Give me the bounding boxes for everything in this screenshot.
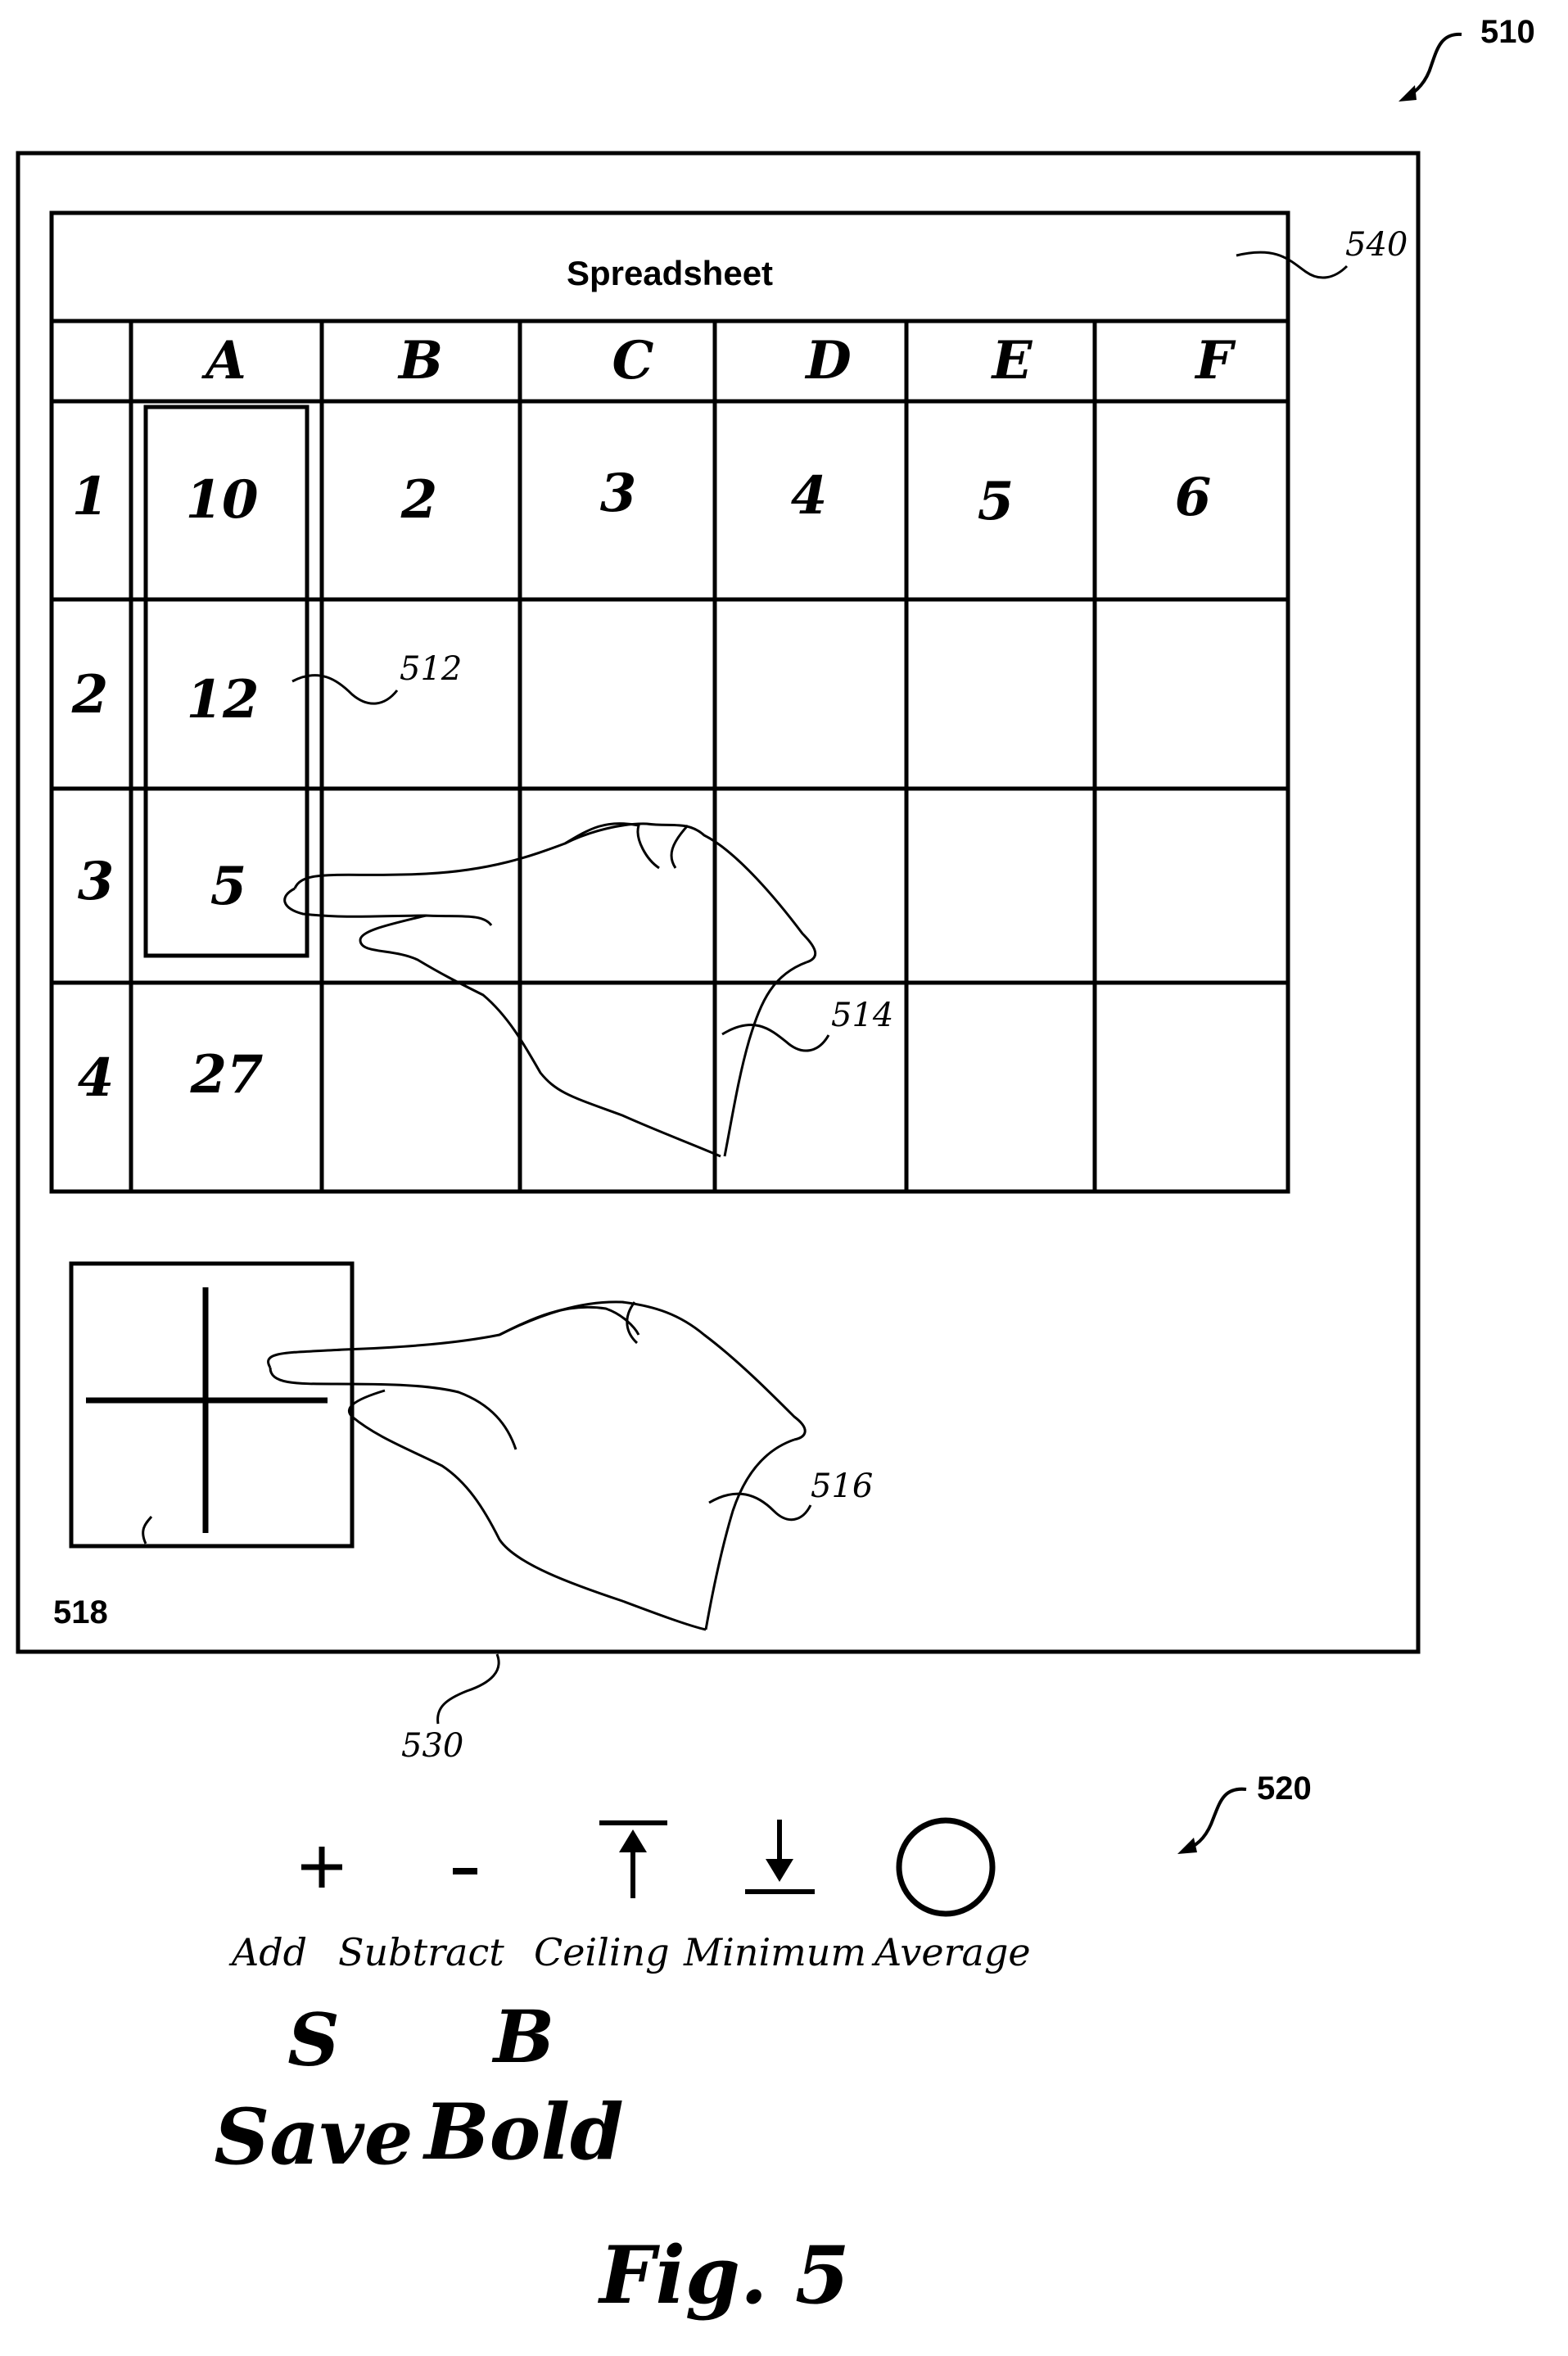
ref-514-leader (722, 1025, 829, 1051)
ref-514-label: 514 (831, 997, 893, 1034)
gesture-label: Minimum (683, 1930, 866, 1974)
cell-e1: 5 (978, 471, 1014, 532)
cell-c1: 3 (600, 463, 637, 524)
hand-gesture-drawing (269, 1302, 806, 1630)
ref-518-label: 518 (53, 1594, 108, 1630)
row-label: 3 (78, 851, 115, 912)
plus-icon (301, 1847, 342, 1888)
row-label: 1 (72, 466, 109, 527)
row-label: 2 (71, 664, 109, 726)
ref-518-leader (143, 1517, 151, 1544)
column-header: A (201, 330, 246, 391)
column-header: E (991, 330, 1033, 391)
gesture-label: Average (871, 1930, 1031, 1974)
column-header: D (804, 330, 852, 391)
save-gesture-glyph: S (287, 1997, 340, 2082)
cell-b1: 2 (400, 469, 438, 531)
gesture-label: Ceiling (534, 1930, 670, 1974)
cell-d1: 4 (791, 465, 828, 527)
gesture-label: Add (228, 1930, 307, 1974)
column-header: C (612, 330, 654, 391)
gesture-pad[interactable] (71, 1264, 352, 1546)
ref-530-leader (438, 1654, 499, 1724)
minimum-icon (745, 1820, 815, 1892)
figure-caption: Fig. 5 (597, 2229, 849, 2322)
ref-516-leader (709, 1494, 811, 1520)
ceiling-icon (599, 1823, 667, 1898)
ref-520-leader (1187, 1789, 1246, 1849)
ref-540-label: 540 (1345, 226, 1408, 264)
ref-510-label: 510 (1480, 14, 1535, 50)
cell-f1: 6 (1175, 467, 1212, 528)
column-header: B (397, 330, 443, 391)
ref-516-label: 516 (811, 1467, 873, 1505)
spreadsheet-title: Spreadsheet (567, 254, 773, 292)
ref-520-arrowhead (1177, 1838, 1197, 1854)
cell-a4: 27 (189, 1044, 263, 1106)
bold-gesture-label: Bold (422, 2087, 624, 2177)
ref-530-label: 530 (401, 1727, 463, 1765)
spreadsheet-grid: Spreadsheet A B C D E F 1 2 3 4 10 2 3 4… (52, 213, 1288, 1192)
hand-grid-drawing (285, 823, 816, 1156)
row-label: 4 (78, 1047, 115, 1109)
ref-540-leader (1236, 252, 1347, 278)
ref-520-label: 520 (1257, 1770, 1312, 1807)
cell-a2: 12 (186, 669, 259, 730)
ref-512-label: 512 (400, 650, 462, 688)
save-gesture-label: Save (214, 2092, 413, 2182)
column-header: F (1194, 330, 1236, 391)
bold-gesture-glyph: B (491, 1994, 554, 2079)
gesture-label: Subtract (338, 1930, 504, 1974)
ref-510-arrowhead (1399, 85, 1417, 102)
circle-icon (899, 1820, 992, 1914)
cell-a1: 10 (185, 469, 258, 531)
cell-a3: 5 (210, 856, 247, 917)
